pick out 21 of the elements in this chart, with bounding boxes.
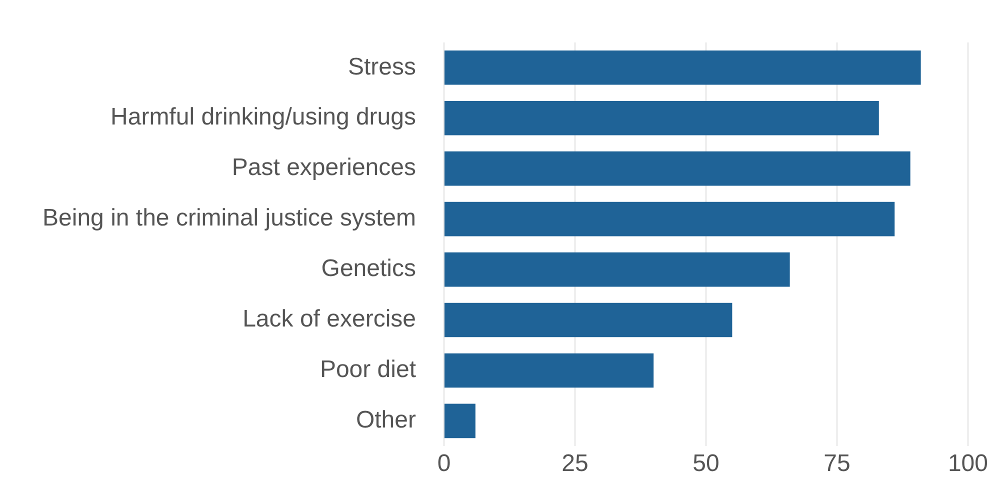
x-tick-label: 25 bbox=[562, 450, 588, 478]
x-tick-label: 50 bbox=[692, 450, 720, 478]
y-tick-label: Poor diet bbox=[320, 356, 416, 384]
bar bbox=[444, 353, 654, 388]
bar bbox=[444, 202, 895, 236]
y-tick-label: Genetics bbox=[321, 255, 416, 282]
y-tick-label: Stress bbox=[348, 53, 416, 80]
y-tick-label: Past experiences bbox=[232, 154, 416, 182]
y-tick-label: Being in the criminal justice system bbox=[42, 204, 416, 232]
bar bbox=[444, 252, 790, 287]
bar bbox=[444, 50, 921, 85]
bar bbox=[444, 404, 476, 438]
x-tick-label: 100 bbox=[948, 450, 988, 478]
x-tick-label: 0 bbox=[437, 450, 451, 478]
y-tick-label: Other bbox=[356, 406, 416, 434]
y-tick-label: Lack of exercise bbox=[242, 306, 416, 333]
bar bbox=[444, 100, 879, 136]
bar bbox=[444, 151, 910, 186]
x-tick-label: 75 bbox=[824, 450, 850, 478]
bar bbox=[444, 302, 732, 338]
y-tick-label: Harmful drinking/using drugs bbox=[110, 104, 416, 131]
